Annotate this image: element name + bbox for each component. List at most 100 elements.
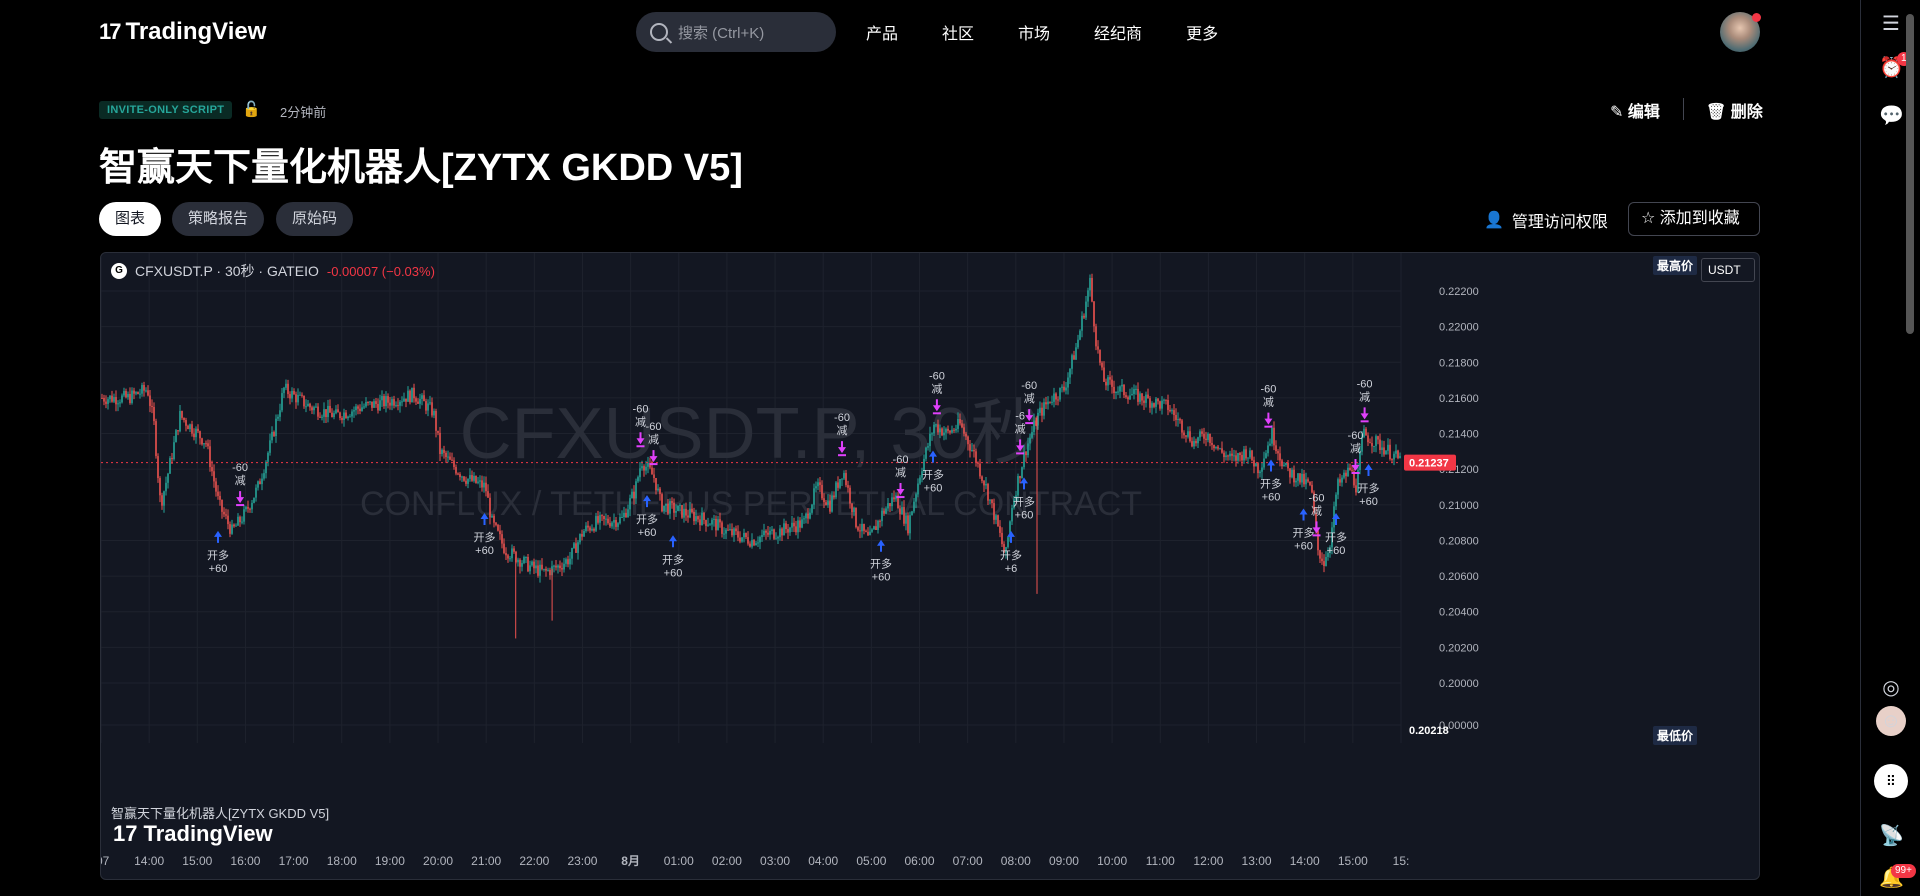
nav-markets[interactable]: 市场 (1018, 26, 1051, 43)
y-tick-label: 0.20400 (1439, 607, 1479, 619)
candle-body (1361, 436, 1363, 452)
candle-body (1203, 433, 1205, 439)
candle-body (1055, 393, 1057, 400)
long-arrow-icon (669, 535, 677, 548)
candle-body (321, 416, 323, 418)
currency-select[interactable]: USDT (1701, 258, 1755, 282)
manage-access-button[interactable]: 👤 管理访问权限 (1484, 208, 1608, 232)
candle-body (223, 511, 225, 515)
chart-canvas[interactable]: 0.22200 0.22000 0.21800 0.21600 0.21400 0.212… (101, 253, 1760, 880)
add-to-favorites-button[interactable]: ☆ 添加到收藏 (1628, 202, 1760, 236)
candle-body (1385, 450, 1387, 455)
candle-body (841, 478, 843, 480)
candle-body (287, 383, 289, 395)
candle-body (663, 505, 665, 512)
candle-body (297, 394, 299, 403)
candle-body (1059, 387, 1061, 400)
candle-body (365, 402, 367, 407)
tv-watermark-icon: 17 (113, 821, 138, 846)
target-icon[interactable]: ◎ (1882, 677, 1900, 699)
candle-body (943, 432, 945, 436)
candle-body (809, 512, 811, 519)
tab-chart[interactable]: 图表 (99, 202, 162, 236)
delete-button[interactable]: 🗑 删除 (1706, 98, 1763, 122)
candle-body (625, 512, 627, 518)
candle-body (503, 543, 505, 554)
candle-body (577, 542, 579, 553)
watchlist-icon[interactable]: ☰ (1882, 13, 1900, 35)
support-avatar-icon[interactable]: ☺ (1876, 706, 1906, 736)
long-marker-qty: +60 (1262, 492, 1281, 504)
search-input[interactable]: 搜索 (Ctrl+K) (636, 12, 836, 52)
nav-products[interactable]: 产品 (866, 26, 899, 43)
candle-body (927, 446, 929, 448)
candle-body (1237, 453, 1239, 461)
pencil-icon: ✎ (1610, 104, 1624, 121)
y-tick-label: 0.00000 (1439, 720, 1479, 732)
short-marker-label: 减 (1350, 442, 1361, 455)
candle-body (379, 400, 381, 411)
candle-body (561, 568, 563, 570)
candle-body (367, 402, 369, 404)
edit-button[interactable]: ✎ 编辑 (1610, 98, 1660, 122)
y-tick-label: 0.22000 (1439, 322, 1479, 334)
candle-body (403, 398, 405, 402)
candle-body (549, 569, 551, 576)
short-marker-bar (1264, 425, 1273, 428)
candle-body (441, 449, 443, 455)
x-tick-label: 16:00 (230, 854, 260, 868)
candle-body (279, 410, 281, 417)
candle-body (845, 473, 847, 486)
short-marker-qty: -60 (893, 454, 909, 466)
candle-body (1071, 355, 1073, 369)
candle-body (913, 501, 915, 512)
broadcast-icon[interactable]: 📡 (1879, 825, 1904, 847)
candle-body (201, 438, 203, 445)
y-tick-label: 0.21000 (1439, 500, 1479, 512)
tab-source-code[interactable]: 原始码 (276, 202, 354, 236)
candle-body (835, 482, 837, 498)
x-tick-label: 21:00 (471, 854, 501, 868)
short-marker-bar (896, 496, 905, 499)
candle-body (217, 491, 219, 496)
short-marker-qty: -60 (834, 412, 850, 424)
candle-body (589, 527, 591, 531)
candle-body (1217, 446, 1219, 449)
candle-body (497, 524, 499, 531)
apps-grid-icon[interactable]: ⠿ (1874, 764, 1908, 798)
nav-community[interactable]: 社区 (942, 26, 975, 43)
candle-body (733, 528, 735, 536)
tradingview-logo[interactable]: 17 TradingView (99, 18, 266, 46)
x-tick-label: 02:00 (712, 854, 742, 868)
tab-strategy-report[interactable]: 策略报告 (172, 202, 265, 236)
candle-body (163, 491, 165, 506)
candle-body (1321, 558, 1323, 562)
x-tick-label: 15:00 (1338, 854, 1368, 868)
nav-more[interactable]: 更多 (1186, 26, 1219, 43)
candle-body (749, 543, 751, 547)
candle-body (761, 535, 763, 537)
candle-body (393, 399, 395, 406)
candle-body (785, 523, 787, 530)
candle-body (869, 531, 871, 536)
candle-body (239, 516, 241, 523)
candle-body (645, 466, 647, 471)
candle-body (507, 555, 509, 559)
candle-body (581, 534, 583, 537)
candle-body (539, 564, 541, 576)
candle-body (999, 526, 1001, 533)
candle-body (1311, 484, 1313, 493)
chat-icon[interactable]: 💬 (1879, 105, 1904, 127)
x-tick-label: 12:00 (1193, 854, 1223, 868)
candle-body (819, 482, 821, 485)
candle-body (283, 387, 285, 394)
x-tick-label: 8月 (621, 854, 640, 868)
candle-body (1039, 407, 1041, 413)
candle-body (123, 390, 125, 396)
candle-body (1347, 467, 1349, 477)
y-tick-label: 0.20600 (1439, 571, 1479, 583)
nav-brokers[interactable]: 经纪商 (1094, 26, 1143, 43)
price-chart[interactable]: 0.22200 0.22000 0.21800 0.21600 0.21400 0.212… (100, 252, 1760, 880)
user-avatar[interactable] (1720, 12, 1761, 52)
page-scrollbar[interactable] (1906, 14, 1914, 334)
